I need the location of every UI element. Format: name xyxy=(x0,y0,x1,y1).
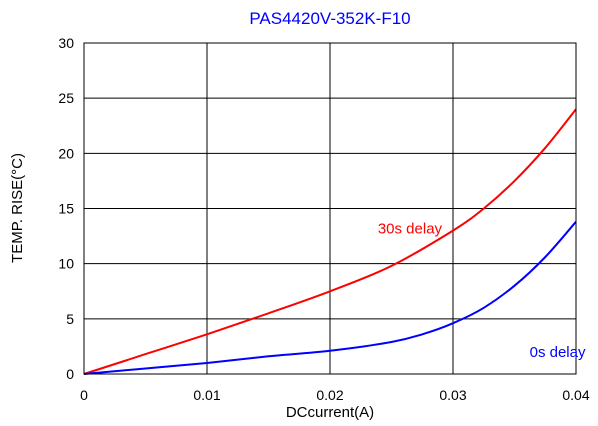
series-line-30s-delay xyxy=(83,108,577,375)
y-tick-label: 25 xyxy=(58,90,74,106)
x-axis-label: DCcurrent(A) xyxy=(286,404,374,421)
x-tick-label: 0.03 xyxy=(439,387,466,403)
x-tick-label: 0.01 xyxy=(193,387,220,403)
x-tick-label: 0 xyxy=(80,387,88,403)
grid xyxy=(83,42,577,375)
series-label-30s-delay: 30s delay xyxy=(378,220,443,237)
y-axis-label: TEMP. RISE(°C) xyxy=(9,153,26,263)
plot-frame xyxy=(83,42,577,375)
chart-title: PAS4420V-352K-F10 xyxy=(249,9,410,28)
series-label-0s-delay: 0s delay xyxy=(530,344,586,361)
y-tick-label: 20 xyxy=(58,145,74,161)
y-tick-label: 5 xyxy=(66,311,74,327)
curves xyxy=(83,108,577,375)
series-annotations: 30s delay 0s delay xyxy=(378,220,586,361)
x-tick-label: 0.02 xyxy=(316,387,343,403)
series-line-0s-delay xyxy=(83,221,577,375)
y-tick-label: 0 xyxy=(66,366,74,382)
x-tick-label: 0.04 xyxy=(562,387,589,403)
y-tick-labels: 0 5 10 15 20 25 30 xyxy=(58,35,74,382)
y-tick-label: 30 xyxy=(58,35,74,51)
y-tick-label: 15 xyxy=(58,201,74,217)
x-tick-labels: 0 0.01 0.02 0.03 0.04 xyxy=(80,387,590,403)
y-tick-label: 10 xyxy=(58,256,74,272)
